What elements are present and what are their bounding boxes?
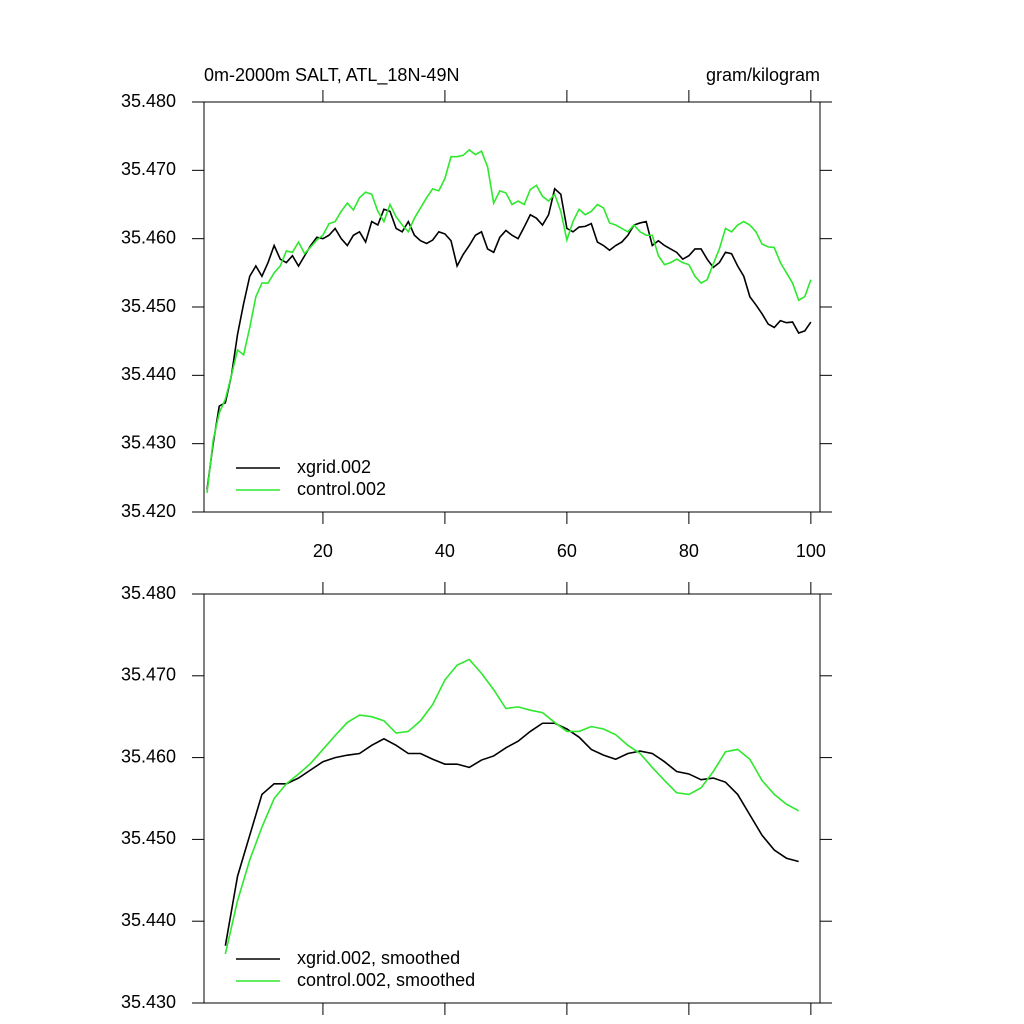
y-tick-label: 35.460 xyxy=(121,746,176,766)
x-tick-label: 60 xyxy=(557,541,577,561)
legend-label: control.002 xyxy=(297,479,386,499)
y-tick-label: 35.440 xyxy=(121,364,176,384)
y-tick-label: 35.480 xyxy=(121,583,176,603)
chart-title: 0m-2000m SALT, ATL_18N-49N xyxy=(204,65,459,86)
plot-frame xyxy=(203,593,821,1004)
legend-label: xgrid.002, smoothed xyxy=(297,948,460,968)
y-tick-label: 35.450 xyxy=(121,296,176,316)
plot-frame xyxy=(203,101,821,513)
y-tick-label: 35.440 xyxy=(121,910,176,930)
y-tick-label: 35.480 xyxy=(121,91,176,111)
series-line xyxy=(224,722,799,946)
y-tick-label: 35.450 xyxy=(121,828,176,848)
y-tick-label: 35.470 xyxy=(121,159,176,179)
x-tick-label: 80 xyxy=(679,541,699,561)
legend-label: xgrid.002 xyxy=(297,457,371,477)
series-line xyxy=(224,658,800,955)
series-line xyxy=(206,148,812,493)
y-tick-label: 35.430 xyxy=(121,992,176,1012)
x-tick-label: 20 xyxy=(313,541,333,561)
x-tick-label: 40 xyxy=(435,541,455,561)
y-tick-label: 35.420 xyxy=(121,501,176,521)
legend-label: control.002, smoothed xyxy=(297,970,475,990)
x-tick-label: 100 xyxy=(796,541,826,561)
y-tick-label: 35.430 xyxy=(121,432,176,452)
units-label: gram/kilogram xyxy=(706,65,820,85)
y-tick-label: 35.460 xyxy=(121,227,176,247)
series-line xyxy=(206,187,812,490)
y-tick-label: 35.470 xyxy=(121,665,176,685)
